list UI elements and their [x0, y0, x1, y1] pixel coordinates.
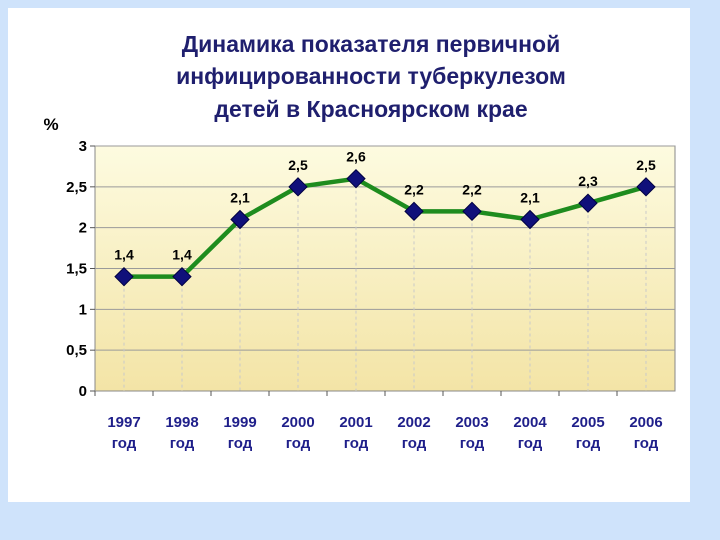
data-label: 2,2	[462, 181, 482, 197]
x-tick-label: 1998	[165, 414, 198, 431]
data-point-marker	[462, 201, 482, 222]
data-point-marker	[230, 209, 250, 230]
chart-title-line-1: Динамика показателя первичной	[182, 31, 560, 57]
data-label: 2,1	[230, 190, 250, 206]
data-label: 2,2	[404, 181, 424, 197]
data-point-marker	[636, 177, 656, 197]
y-axis-ticks: 0 0,5 1 1,5 2 2,5 3	[66, 138, 95, 400]
chart-title-line-3: детей в Красноярском крае	[214, 96, 527, 122]
x-tick-label: 2005	[571, 414, 604, 431]
x-tick-label: год	[634, 435, 659, 452]
data-point-marker	[520, 209, 540, 230]
x-tick-label: 1997	[107, 414, 140, 431]
x-tick-label: год	[576, 435, 601, 452]
x-tick-label: год	[460, 435, 485, 452]
data-label: 1,4	[114, 247, 134, 263]
x-tick-label: 1999	[223, 414, 256, 431]
data-point-marker	[288, 177, 308, 197]
x-tick-label: 2002	[397, 414, 430, 431]
x-tick-label: год	[112, 435, 137, 452]
x-tick-label: год	[228, 435, 253, 452]
x-tick-label: год	[344, 435, 369, 452]
x-tick-label: 2000	[281, 414, 314, 431]
y-axis-unit-label: %	[43, 115, 58, 134]
x-tick-label: год	[402, 435, 427, 452]
chart-title: Динамика показателя первичной инфицирова…	[176, 31, 566, 122]
data-point-marker	[172, 266, 192, 287]
data-point-marker	[114, 266, 134, 287]
x-tick-label: год	[170, 435, 195, 452]
y-tick-label: 2	[79, 220, 87, 237]
data-point-marker	[346, 168, 366, 189]
y-tick-label: 1	[79, 301, 87, 318]
slide: Динамика показателя первичной инфицирова…	[8, 8, 690, 502]
data-point-marker	[404, 201, 424, 222]
x-dropdown-lines	[123, 178, 647, 391]
data-labels: 1,4 1,4 2,1 2,5 2,6 2,2 2,2 2,1 2,3 2,5	[114, 149, 656, 263]
data-label: 2,3	[578, 173, 598, 189]
series-markers	[114, 168, 656, 287]
data-label: 2,5	[288, 157, 308, 173]
data-label: 1,4	[172, 247, 192, 263]
data-point-marker	[578, 193, 598, 213]
x-tick-label: 2006	[629, 414, 662, 431]
series-line	[124, 176, 647, 279]
data-label: 2,1	[520, 190, 540, 206]
chart: Динамика показателя первичной инфицирова…	[43, 31, 676, 452]
x-tick-label: 2003	[455, 414, 488, 431]
x-tick-label: год	[518, 435, 543, 452]
y-tick-label: 2,5	[66, 179, 87, 196]
x-tick-label: 2004	[513, 414, 547, 431]
data-label: 2,6	[346, 149, 366, 165]
x-axis-ticks: 1997 год 1998 год 1999 год 2000 год 2001 год 2002 г…	[94, 391, 663, 452]
y-tick-label: 1,5	[66, 261, 87, 278]
y-tick-label: 3	[79, 138, 87, 155]
y-tick-label: 0,5	[66, 342, 87, 359]
chart-title-line-2: инфицированности туберкулезом	[176, 63, 566, 89]
data-label: 2,5	[636, 157, 656, 173]
y-tick-label: 0	[79, 383, 87, 400]
x-tick-label: год	[286, 435, 311, 452]
x-tick-label: 2001	[339, 414, 372, 431]
